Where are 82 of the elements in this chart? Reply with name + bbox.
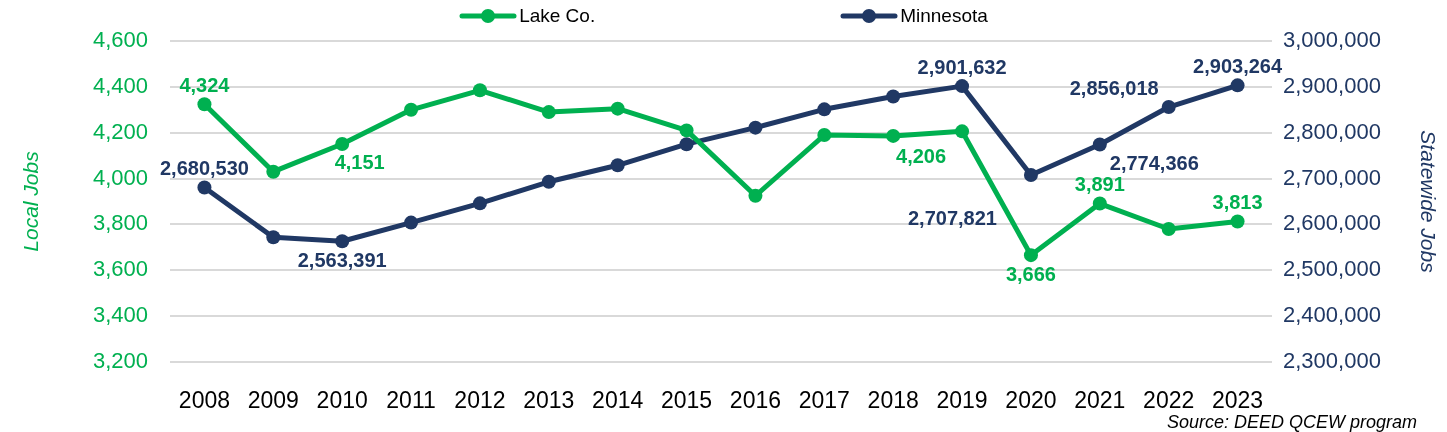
data-label: 4,151 <box>334 151 385 174</box>
point <box>1023 248 1038 263</box>
point <box>679 137 694 152</box>
y-tick-label: 4,600 <box>92 27 148 53</box>
y2-tick-label: 2,900,000 <box>1283 72 1381 98</box>
y-tick-label: 4,400 <box>92 72 148 98</box>
y2-tick-label: 2,500,000 <box>1283 256 1381 282</box>
point <box>472 196 487 211</box>
data-label: 2,901,632 <box>917 55 1007 78</box>
point <box>610 101 625 116</box>
point <box>335 234 350 249</box>
point <box>1161 222 1176 237</box>
point <box>1230 78 1245 93</box>
point <box>886 128 901 143</box>
point <box>404 215 419 230</box>
data-label: 4,324 <box>179 73 231 96</box>
data-label: 2,680,530 <box>159 157 249 180</box>
point <box>472 83 487 98</box>
y-axis-title: Local Jobs <box>19 150 43 252</box>
x-tick-label: 2012 <box>454 387 506 414</box>
y-tick-label: 4,200 <box>92 118 148 144</box>
x-tick-label: 2019 <box>936 387 988 414</box>
point <box>610 158 625 173</box>
point <box>404 102 419 117</box>
y-tick-label: 4,000 <box>92 164 148 190</box>
point <box>1092 196 1107 211</box>
y-tick-label: 3,200 <box>92 348 148 374</box>
point <box>197 97 212 112</box>
point <box>817 102 832 117</box>
x-tick-label: 2016 <box>729 387 782 414</box>
x-tick-label: 2022 <box>1143 387 1195 414</box>
data-label: 2,707,821 <box>907 206 997 229</box>
point <box>748 120 763 135</box>
point <box>1230 214 1245 229</box>
y2-tick-label: 2,800,000 <box>1283 118 1381 144</box>
y2-tick-label: 2,600,000 <box>1283 210 1381 236</box>
point <box>679 123 694 138</box>
point <box>266 230 281 245</box>
point <box>541 174 556 189</box>
point <box>955 124 970 139</box>
point <box>197 180 212 195</box>
y2-tick-label: 2,700,000 <box>1283 164 1381 190</box>
data-label: 2,903,264 <box>1193 54 1283 77</box>
y2-tick-label: 2,400,000 <box>1283 302 1381 328</box>
data-label: 3,666 <box>1005 262 1056 285</box>
source-note: Source: DEED QCEW program <box>1166 412 1417 432</box>
data-label: 2,856,018 <box>1069 76 1159 99</box>
point <box>955 79 970 94</box>
data-label: 3,891 <box>1074 173 1125 196</box>
x-tick-label: 2018 <box>867 387 919 414</box>
x-tick-label: 2014 <box>592 387 644 414</box>
point <box>1092 137 1107 152</box>
x-tick-label: 2020 <box>1005 387 1057 414</box>
point <box>266 164 281 179</box>
point <box>1023 167 1038 182</box>
x-tick-label: 2021 <box>1074 387 1126 414</box>
x-tick-label: 2023 <box>1211 387 1264 414</box>
x-tick-label: 2017 <box>798 387 850 414</box>
x-tick-label: 2011 <box>386 387 436 414</box>
x-tick-label: 2015 <box>660 387 713 414</box>
point <box>541 105 556 120</box>
y2-tick-label: 2,300,000 <box>1283 348 1381 374</box>
y2-axis-title: Statewide Jobs <box>1416 130 1440 274</box>
point <box>1161 100 1176 115</box>
y-tick-label: 3,600 <box>92 256 148 282</box>
point <box>748 188 763 203</box>
data-label: 2,774,366 <box>1109 151 1199 174</box>
point <box>886 89 901 104</box>
x-tick-label: 2009 <box>247 387 299 414</box>
y2-tick-label: 3,000,000 <box>1283 27 1381 53</box>
y-tick-label: 3,800 <box>92 210 148 236</box>
point <box>817 128 832 143</box>
legend-label: Minnesota <box>900 5 988 27</box>
data-label: 2,563,391 <box>297 248 387 271</box>
point <box>335 136 350 151</box>
x-tick-label: 2013 <box>523 387 575 414</box>
x-tick-label: 2010 <box>316 387 368 414</box>
y-tick-label: 3,400 <box>92 302 148 328</box>
data-label: 4,206 <box>896 144 947 167</box>
legend-label: Lake Co. <box>519 5 596 27</box>
x-tick-label: 2008 <box>178 387 231 414</box>
data-label: 3,813 <box>1212 190 1263 213</box>
